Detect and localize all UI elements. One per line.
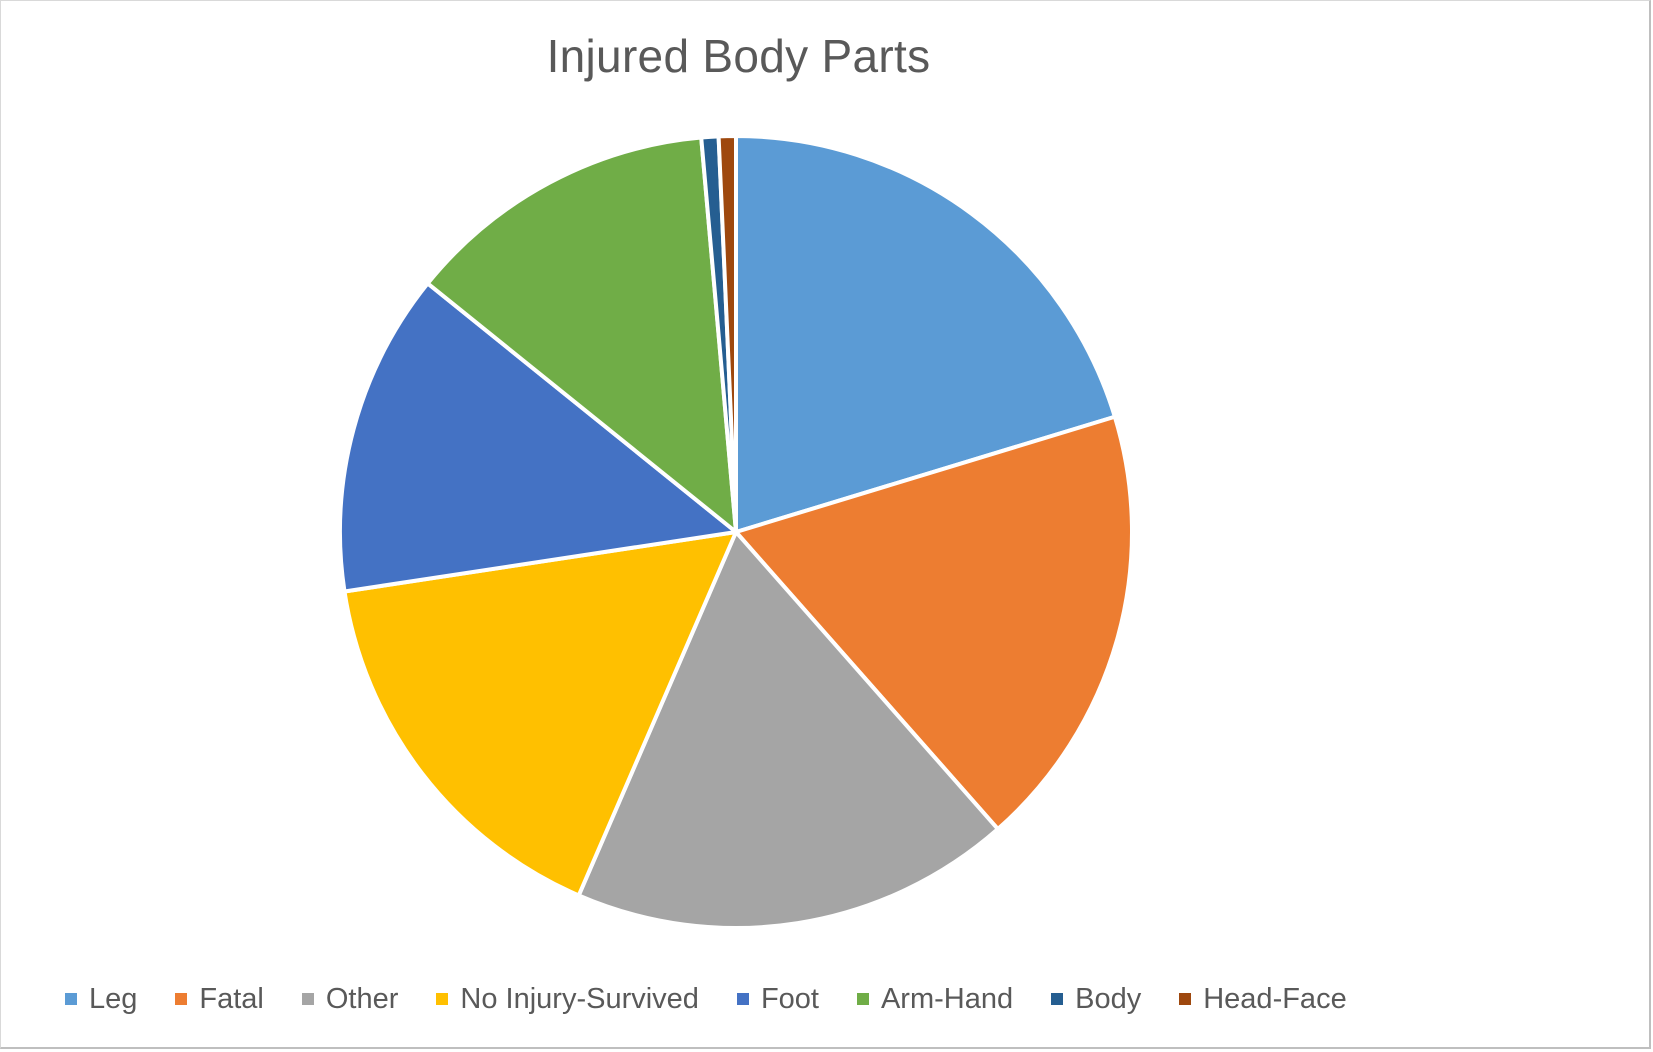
legend-label-fatal: Fatal bbox=[199, 982, 264, 1015]
legend-swatch-arm-hand bbox=[856, 993, 869, 1005]
legend-swatch-leg bbox=[65, 993, 77, 1005]
legend-item-no-injury-survived: No Injury-Survived bbox=[436, 983, 699, 1016]
legend-item-other: Other bbox=[301, 982, 399, 1016]
legend-label-arm-hand: Arm-Hand bbox=[880, 982, 1014, 1015]
legend-swatch-other bbox=[301, 993, 314, 1005]
legend-item-foot: Foot bbox=[736, 982, 819, 1016]
legend-swatch-head-face bbox=[1179, 993, 1192, 1005]
pie-slice-head-face bbox=[716, 133, 738, 534]
legend-item-leg: Leg bbox=[65, 983, 137, 1016]
legend-label-foot: Foot bbox=[760, 982, 819, 1015]
legend-label-other: Other bbox=[325, 982, 399, 1015]
legend-label-leg: Leg bbox=[89, 982, 138, 1015]
legend-swatch-foot bbox=[736, 993, 749, 1005]
pie-slice-leg bbox=[734, 134, 1117, 534]
chart-title: Injured Body Parts bbox=[546, 30, 931, 82]
legend-label-body: Body bbox=[1075, 982, 1142, 1015]
legend-item-fatal: Fatal bbox=[175, 982, 264, 1016]
legend-label-no-injury-survived: No Injury-Survived bbox=[460, 982, 699, 1015]
legend-swatch-fatal bbox=[175, 993, 188, 1005]
legend-item-head-face: Head-Face bbox=[1179, 982, 1347, 1016]
legend-swatch-body bbox=[1051, 993, 1064, 1005]
pie-slice-foot bbox=[338, 281, 738, 594]
pie-slice-no-injury-survived bbox=[342, 530, 738, 898]
legend-item-body: Body bbox=[1051, 983, 1141, 1016]
pie-slice-other bbox=[576, 530, 1000, 930]
pie-slice-fatal bbox=[734, 414, 1134, 832]
legend-label-head-face: Head-Face bbox=[1203, 982, 1347, 1015]
legend: Leg Fatal Other No Injury-Survived Foot … bbox=[65, 979, 1385, 1019]
legend-swatch-no-injury-survived bbox=[436, 993, 449, 1005]
pie-slice-arm-hand bbox=[425, 135, 738, 534]
legend-item-arm-hand: Arm-Hand bbox=[856, 982, 1014, 1016]
